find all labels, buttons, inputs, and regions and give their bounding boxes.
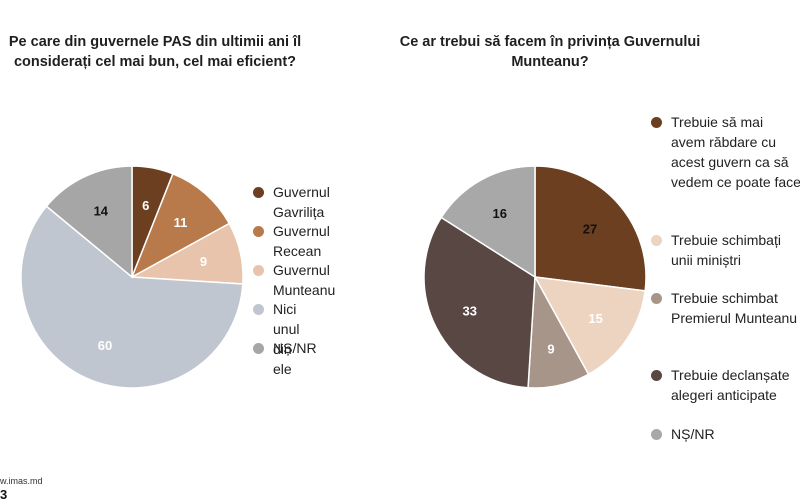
legend2-label-3: Trebuie declanșate alegeri anticipate bbox=[671, 367, 790, 403]
legend1-label-0: Guvernul Gavrilița bbox=[273, 184, 330, 220]
legend2-item-0: Trebuie să mai avem răbdare cu acest guv… bbox=[651, 112, 800, 192]
legend2-swatch-3 bbox=[651, 370, 662, 381]
legend2-item-1: Trebuie schimbați unii miniștri bbox=[651, 230, 800, 270]
legend1-item-1: Guvernul Recean bbox=[253, 221, 330, 261]
pie1-value-label-3: 60 bbox=[98, 338, 112, 353]
legend1-item-2: Guvernul Munteanu bbox=[253, 260, 335, 300]
legend1-label-4: NȘ/NR bbox=[273, 340, 317, 356]
pie1-value-label-0: 6 bbox=[142, 198, 149, 213]
legend1-item-3: Nici unul din ele bbox=[253, 299, 299, 379]
page-number: 3 bbox=[0, 487, 8, 502]
legend2-item-2: Trebuie schimbat Premierul Munteanu bbox=[651, 288, 800, 328]
legend2-item-3: Trebuie declanșate alegeri anticipate bbox=[651, 365, 800, 405]
chart-1-title: Pe care din guvernele PAS din ultimii an… bbox=[8, 34, 302, 70]
pie2-slice-1 bbox=[533, 276, 646, 376]
pie2-value-label-3: 33 bbox=[462, 303, 476, 318]
legend2-swatch-4 bbox=[651, 429, 662, 440]
legend1-label-2: Guvernul Munteanu bbox=[273, 262, 336, 298]
legend2-label-2: Trebuie schimbat Premierul Munteanu bbox=[671, 290, 798, 326]
pie1-slice-1 bbox=[130, 172, 231, 279]
legend1-swatch-0 bbox=[253, 187, 264, 198]
pie2-slice-0 bbox=[534, 165, 647, 292]
legend1-swatch-4 bbox=[253, 343, 264, 354]
legend1-item-0: Guvernul Gavrilița bbox=[253, 182, 330, 222]
source-url: w.imas.md bbox=[0, 476, 43, 486]
legend1-swatch-2 bbox=[253, 265, 264, 276]
legend1-label-3: Nici unul din ele bbox=[273, 301, 300, 377]
pie1-value-label-4: 14 bbox=[94, 204, 109, 219]
legend2-label-0: Trebuie să mai avem răbdare cu acest guv… bbox=[671, 114, 800, 190]
legend1-label-1: Guvernul Recean bbox=[273, 223, 330, 259]
pie2-value-label-0: 27 bbox=[583, 222, 597, 237]
legend2-swatch-1 bbox=[651, 235, 662, 246]
legend2-label-1: Trebuie schimbați unii miniștri bbox=[671, 232, 781, 268]
pie1-value-label-1: 11 bbox=[174, 215, 188, 230]
legend1-swatch-1 bbox=[253, 226, 264, 237]
chart-2-title: Ce ar trebui să facem în privința Guvern… bbox=[399, 34, 701, 70]
legend1-swatch-3 bbox=[253, 304, 264, 315]
pie2-value-label-2: 9 bbox=[547, 341, 554, 356]
pie2-value-label-4: 16 bbox=[492, 206, 506, 221]
pie1-value-label-2: 9 bbox=[200, 254, 207, 269]
pie1-slice-4 bbox=[45, 165, 133, 279]
legend1-item-4: NȘ/NR bbox=[253, 338, 317, 358]
pie2-slice-4 bbox=[440, 165, 536, 279]
pie1-slice-3 bbox=[20, 205, 244, 389]
legend2-item-4: NȘ/NR bbox=[651, 424, 800, 444]
legend2-label-4: NȘ/NR bbox=[671, 426, 715, 442]
legend2-swatch-0 bbox=[651, 117, 662, 128]
legend2-swatch-2 bbox=[651, 293, 662, 304]
pie2-value-label-1: 15 bbox=[588, 311, 602, 326]
